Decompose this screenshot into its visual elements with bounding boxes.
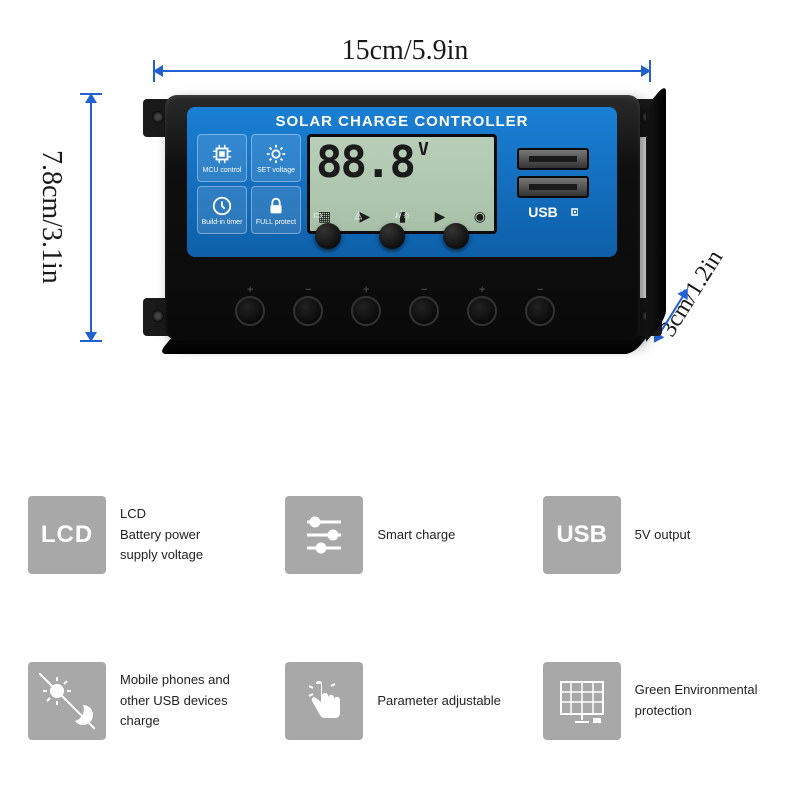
feature-card-smart-charge: Smart charge xyxy=(279,460,520,610)
terminal-icon xyxy=(409,296,439,326)
sun-moon-icon xyxy=(28,662,106,740)
device-button xyxy=(443,223,469,249)
menu-icon: ▭ xyxy=(313,210,322,221)
feature-text: 5V output xyxy=(635,525,691,546)
gear-icon xyxy=(265,143,287,165)
device-button-row xyxy=(315,223,469,249)
feature-badge-grid: MCU control SET voltage Build-in timer xyxy=(197,134,301,234)
device-button xyxy=(315,223,341,249)
terminal-icon xyxy=(467,296,497,326)
usb-label: USB xyxy=(528,204,578,220)
device-button xyxy=(379,223,405,249)
feature-card-grid: LCD LCD Battery power supply voltage Sma… xyxy=(22,460,778,776)
feature-text: Smart charge xyxy=(377,525,455,546)
usb-port-block: USB xyxy=(503,134,603,234)
bulb-icon: ◉ xyxy=(474,208,486,225)
device-side-face xyxy=(646,83,666,342)
feature-card-green: Green Environmental protection xyxy=(537,626,778,776)
lock-icon xyxy=(265,195,287,217)
mode-icon: ♪/☼ xyxy=(394,210,411,221)
solar-panel-icon xyxy=(543,662,621,740)
device-body: SOLAR CHARGE CONTROLLER MCU control SET … xyxy=(165,95,640,340)
feature-text: Mobile phones and other USB devices char… xyxy=(120,670,257,732)
terminal-row xyxy=(235,296,555,326)
terminal-icon xyxy=(293,296,323,326)
set-voltage-badge: SET voltage xyxy=(251,134,301,182)
usb-port-icon xyxy=(517,176,589,198)
terminal-icon xyxy=(235,296,265,326)
usb-port-icon xyxy=(517,148,589,170)
feature-card-usb: USB 5V output xyxy=(537,460,778,610)
device-faceplate: SOLAR CHARGE CONTROLLER MCU control SET … xyxy=(187,107,617,257)
feature-text: Green Environmental protection xyxy=(635,680,758,722)
feature-card-lcd: LCD LCD Battery power supply voltage xyxy=(22,460,263,610)
feature-card-adjustable: Parameter adjustable xyxy=(279,626,520,776)
feature-text: Parameter adjustable xyxy=(377,691,501,712)
usb-icon: USB xyxy=(543,496,621,574)
device-illustration: SOLAR CHARGE CONTROLLER MCU control SET … xyxy=(155,95,650,340)
protect-badge: FULL protect xyxy=(251,186,301,234)
feature-text: LCD Battery power supply voltage xyxy=(120,504,203,566)
sliders-icon xyxy=(285,496,363,574)
lcd-voltage-reading: 88.8V xyxy=(316,141,488,185)
product-dimension-view: 15cm/5.9in 7.8cm/3.1in 3cm/1.2in SOLAR C… xyxy=(0,20,800,450)
lcd-icon: LCD xyxy=(28,496,106,574)
up-icon: ◬ xyxy=(354,210,362,221)
dimension-width-label: 15cm/5.9in xyxy=(155,35,655,67)
mcu-control-badge: MCU control xyxy=(197,134,247,182)
dimension-height-line xyxy=(90,95,92,340)
chip-icon xyxy=(211,143,233,165)
hand-pointer-icon xyxy=(285,662,363,740)
dimension-width-line xyxy=(155,70,649,72)
usb-symbol-icon xyxy=(560,206,578,218)
terminal-icon xyxy=(525,296,555,326)
dimension-depth-label: 3cm/1.2in xyxy=(655,246,729,342)
device-title: SOLAR CHARGE CONTROLLER xyxy=(197,113,607,130)
button-label-row: ▭ ◬ ♪/☼ xyxy=(313,210,411,221)
timer-badge: Build-in timer xyxy=(197,186,247,234)
feature-card-charge-devices: Mobile phones and other USB devices char… xyxy=(22,626,263,776)
clock-icon xyxy=(211,195,233,217)
terminal-icon xyxy=(351,296,381,326)
dimension-height-label: 7.8cm/3.1in xyxy=(35,150,67,284)
